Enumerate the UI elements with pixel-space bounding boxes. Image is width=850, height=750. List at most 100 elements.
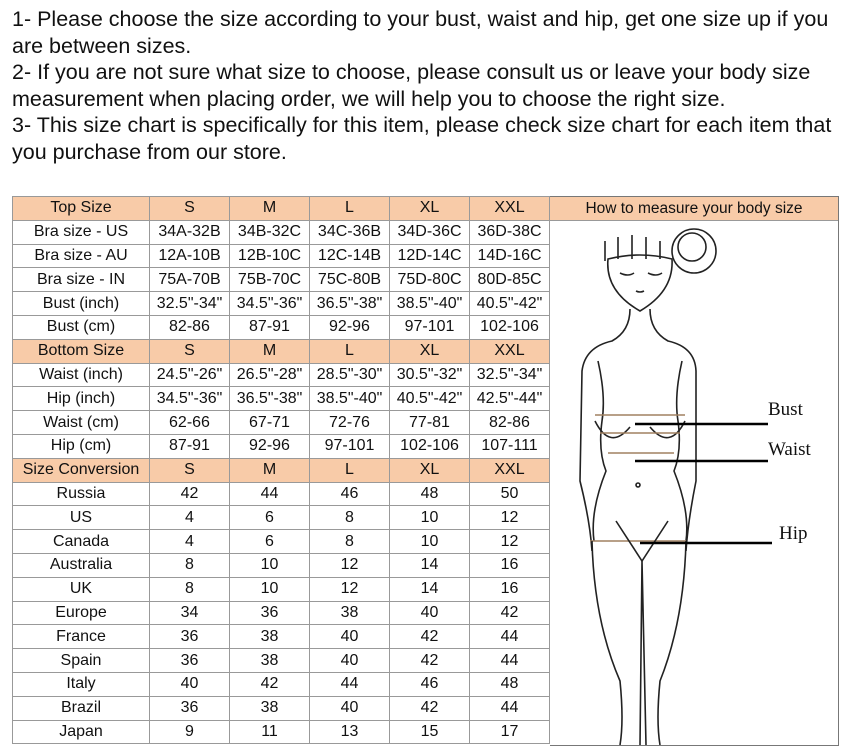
table-cell: 50 (469, 481, 550, 507)
row-label: US (12, 505, 150, 531)
table-cell: 36 (149, 695, 230, 721)
table-cell: 13 (309, 719, 390, 745)
table-cell: 42 (389, 624, 470, 650)
table-row: Hip (inch) 34.5"-36" 36.5"-38" 38.5"-40" 40.… (12, 386, 550, 412)
table-cell: XL (389, 457, 470, 483)
table-cell: XXL (469, 338, 550, 364)
row-label: Japan (12, 719, 150, 745)
table-cell: 92-96 (309, 314, 390, 340)
table-row: Bust (cm) 82-86 87-91 92-96 97-101 102-106 (12, 314, 550, 340)
table-cell: 40 (149, 671, 230, 697)
table-cell: XL (389, 196, 470, 221)
table-cell: 24.5"-26" (149, 362, 230, 388)
table-row: Japan 9 11 13 15 17 (12, 719, 550, 745)
table-cell: 44 (469, 648, 550, 673)
table-cell: 34 (149, 600, 230, 626)
table-row: US 4 6 8 10 12 (12, 505, 550, 531)
table-cell: 16 (469, 576, 550, 602)
table-cell: 38 (229, 695, 310, 721)
table-cell: 75B-70C (229, 267, 310, 293)
table-cell: 12 (309, 552, 390, 578)
table-cell: 46 (389, 671, 470, 697)
table-cell: 77-81 (389, 410, 470, 435)
table-cell: S (149, 338, 230, 364)
table-cell: 87-91 (149, 433, 230, 459)
table-cell: 42 (149, 481, 230, 507)
table-cell: 28.5"-30" (309, 362, 390, 388)
table-cell: 10 (229, 576, 310, 602)
table-cell: 12 (469, 505, 550, 531)
table-cell: 38 (309, 600, 390, 626)
table-cell: 48 (469, 671, 550, 697)
row-label: Brazil (12, 695, 150, 721)
instructions: 1- Please choose the size according to y… (12, 6, 842, 165)
table-cell: 8 (309, 505, 390, 531)
table-cell: 36D-38C (469, 219, 550, 245)
table-row: Canada 4 6 8 10 12 (12, 529, 550, 554)
table-row: Hip (cm) 87-91 92-96 97-101 102-106 107-111 (12, 433, 550, 459)
table-cell: 44 (309, 671, 390, 697)
table-cell: 102-106 (469, 314, 550, 340)
table-cell: 38.5"-40" (389, 291, 470, 316)
row-label: Europe (12, 600, 150, 626)
table-row: UK 8 10 12 14 16 (12, 576, 550, 602)
table-row: Italy 40 42 44 46 48 (12, 671, 550, 697)
table-cell: 8 (309, 529, 390, 554)
note-3: 3- This size chart is specifically for t… (12, 113, 832, 164)
row-label: Bust (cm) (12, 314, 150, 340)
table-cell: 14D-16C (469, 243, 550, 269)
table-cell: L (309, 196, 390, 221)
table-cell: L (309, 338, 390, 364)
table-cell: 82-86 (469, 410, 550, 435)
table-cell: 14 (389, 552, 470, 578)
table-header-row: Bottom Size S M L XL XXL (12, 338, 550, 364)
table-cell: 32.5"-34" (149, 291, 230, 316)
table-cell: 42 (389, 695, 470, 721)
table-row: Waist (inch) 24.5"-26" 26.5"-28" 28.5"-30" 3… (12, 362, 550, 388)
table-cell: 36.5"-38" (309, 291, 390, 316)
table-header-row: Size Conversion S M L XL XXL (12, 457, 550, 483)
table-cell: 6 (229, 505, 310, 531)
table-cell: XL (389, 338, 470, 364)
table-cell: 36 (149, 624, 230, 650)
table-cell: 40 (389, 600, 470, 626)
table-cell: 12 (309, 576, 390, 602)
table-header-row: Top Size S M L XL XXL (12, 196, 550, 221)
table-cell: 72-76 (309, 410, 390, 435)
table-cell: 92-96 (229, 433, 310, 459)
row-label: Waist (cm) (12, 410, 150, 435)
table-cell: 42 (229, 671, 310, 697)
table-row: Russia 42 44 46 48 50 (12, 481, 550, 507)
table-cell: 44 (469, 695, 550, 721)
table-row: Bra size - AU 12A-10B 12B-10C 12C-14B 12D-14… (12, 243, 550, 269)
table-cell: 97-101 (389, 314, 470, 340)
table-cell: 30.5"-32" (389, 362, 470, 388)
row-label: Hip (inch) (12, 386, 150, 412)
table-cell: 4 (149, 529, 230, 554)
measure-guide-title: How to measure your body size (550, 197, 838, 221)
table-row: Spain 36 38 40 42 44 (12, 648, 550, 673)
row-label: UK (12, 576, 150, 602)
table-cell: 12B-10C (229, 243, 310, 269)
table-row: Bust (inch) 32.5"-34" 34.5"-36" 36.5"-38" 38… (12, 291, 550, 316)
row-label: Canada (12, 529, 150, 554)
table-cell: M (229, 196, 310, 221)
size-chart-table: Top Size S M L XL XXL Bra size - US 34A-32B 34B-… (12, 196, 550, 745)
table-cell: 9 (149, 719, 230, 745)
table-cell: 80D-85C (469, 267, 550, 293)
table-cell: 97-101 (309, 433, 390, 459)
table-cell: 34.5"-36" (229, 291, 310, 316)
table-cell: 46 (309, 481, 390, 507)
table-cell: 15 (389, 719, 470, 745)
table-cell: 36 (149, 648, 230, 673)
row-label: Bust (inch) (12, 291, 150, 316)
row-label: Bottom Size (12, 338, 150, 364)
table-cell: 40 (309, 624, 390, 650)
row-label: France (12, 624, 150, 650)
table-cell: 12C-14B (309, 243, 390, 269)
table-cell: M (229, 457, 310, 483)
table-cell: 82-86 (149, 314, 230, 340)
table-cell: 11 (229, 719, 310, 745)
table-cell: 38 (229, 624, 310, 650)
row-label: Italy (12, 671, 150, 697)
